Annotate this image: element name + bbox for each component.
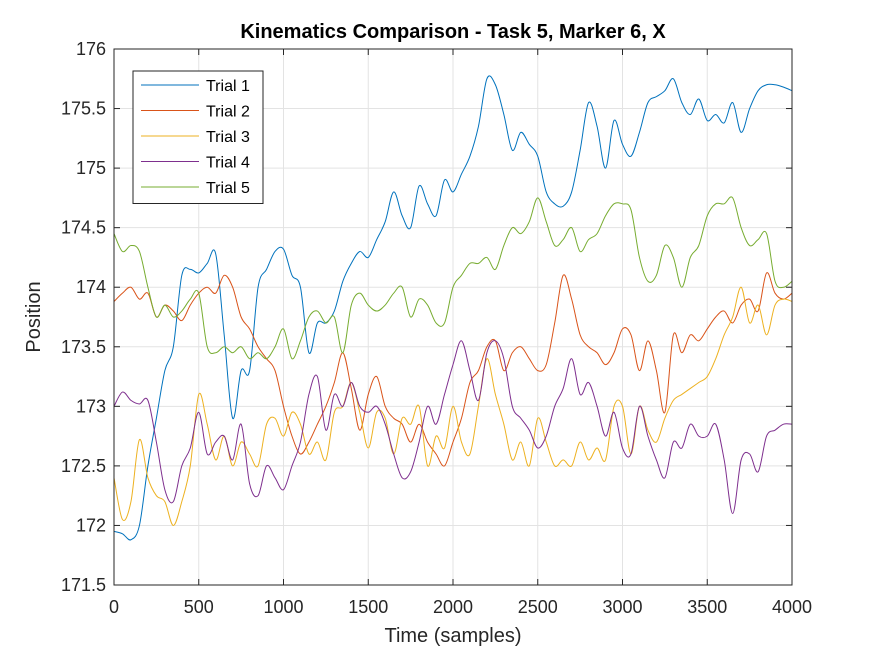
y-tick-label: 173.5 [61,337,106,357]
chart-title: Kinematics Comparison - Task 5, Marker 6… [240,21,666,43]
y-tick-label: 171.5 [61,575,106,595]
series-lines [113,75,793,541]
legend-label: Trial 4 [206,155,250,172]
axis-ticks: 0 500 1000 1500 2000 2500 3000 3500 4000 171.5 172… [61,39,812,617]
y-tick-label: 172 [76,515,106,535]
series-line-trial-4 [113,340,793,515]
x-tick-label: 3500 [687,597,727,617]
x-tick-label: 4000 [772,597,812,617]
series-line-trial-5 [113,196,793,360]
y-tick-label: 173 [76,396,106,416]
legend-label: Trial 3 [206,129,250,146]
legend-label: Trial 1 [206,78,250,95]
x-tick-label: 500 [184,597,214,617]
y-tick-label: 174.5 [61,218,106,238]
x-tick-label: 1000 [263,597,303,617]
y-tick-label: 174 [76,277,106,297]
x-axis-label: Time (samples) [384,625,521,647]
x-tick-label: 2000 [433,597,473,617]
x-tick-label: 0 [109,597,119,617]
legend-label: Trial 5 [206,180,250,197]
legend-box [132,70,264,204]
x-tick-label: 2500 [518,597,558,617]
x-tick-label: 1500 [348,597,388,617]
y-axis-label: Position [23,281,45,352]
series-line-trial-1 [113,75,793,541]
y-tick-label: 172.5 [61,456,106,476]
series-line-trial-2 [113,272,793,467]
legend-label: Trial 2 [206,104,250,121]
x-tick-label: 3000 [602,597,642,617]
y-tick-label: 175.5 [61,99,106,119]
y-tick-label: 175 [76,158,106,178]
legend: Trial 1 Trial 2 Trial 3 Trial 4 Trial 5 [132,70,264,204]
y-tick-label: 176 [76,39,106,59]
